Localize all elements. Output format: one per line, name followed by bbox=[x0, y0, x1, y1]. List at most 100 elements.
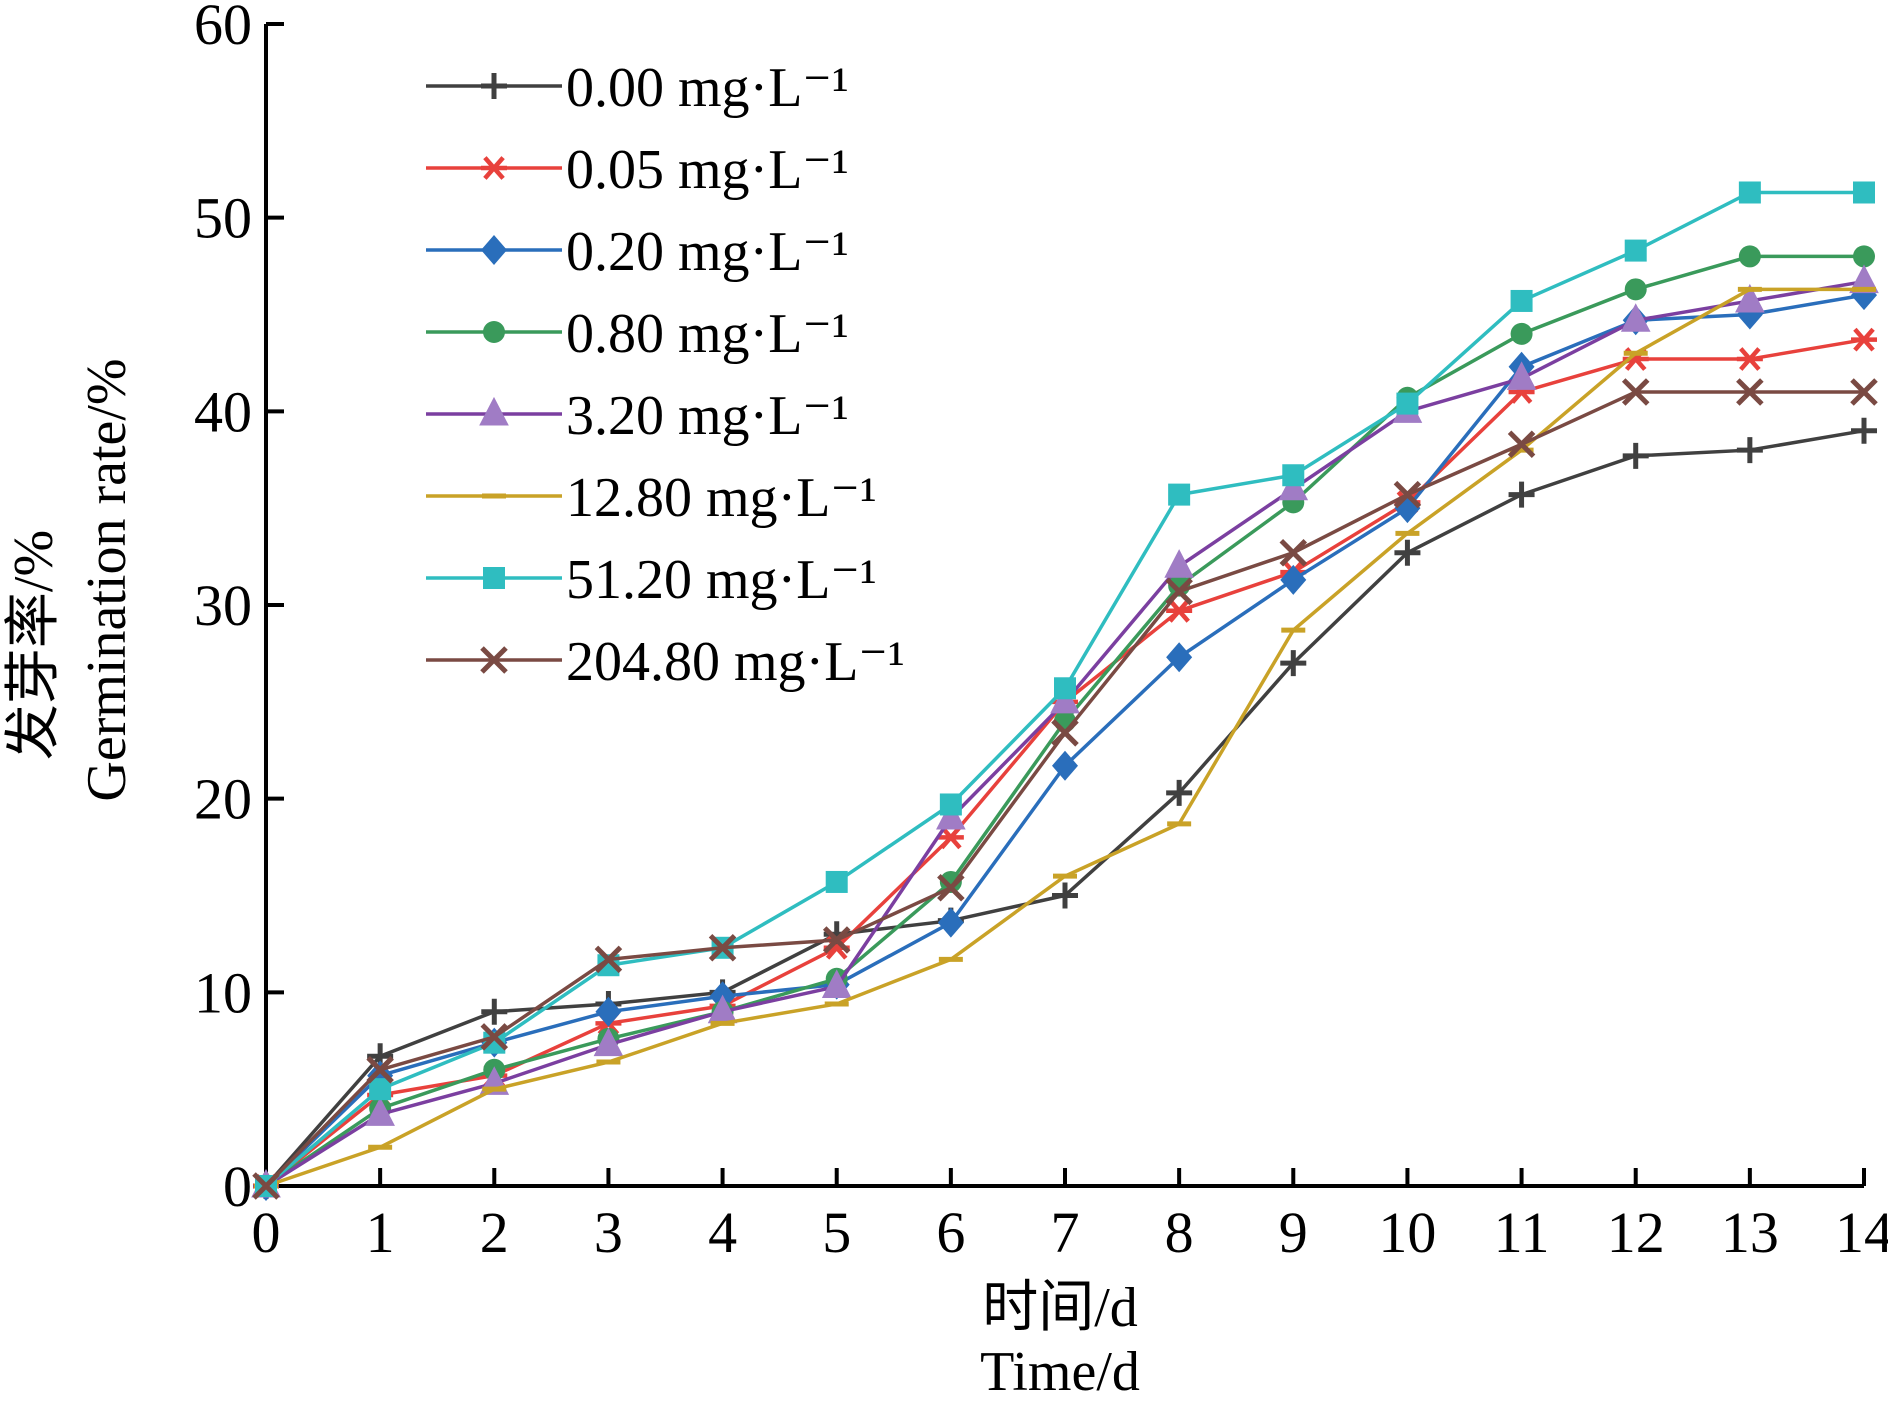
data-point bbox=[1279, 538, 1308, 567]
series-5 bbox=[254, 286, 1876, 1189]
y-axis-title-cn: 发芽率/% bbox=[3, 530, 65, 760]
data-point bbox=[1624, 239, 1647, 262]
legend-label: 0.00 mg·L⁻¹ bbox=[566, 57, 849, 119]
x-axis-ticks: 0 1 2 3 4 5 6 7 8 9 10 11 12 13 14 bbox=[252, 1168, 1888, 1265]
data-point bbox=[1620, 303, 1651, 332]
data-point bbox=[1054, 677, 1076, 700]
data-point bbox=[369, 1078, 392, 1101]
data-point bbox=[594, 945, 623, 974]
data-point bbox=[1050, 684, 1080, 714]
y-tick-label: 10 bbox=[194, 960, 252, 1025]
y-tick-label: 30 bbox=[194, 573, 252, 638]
data-point bbox=[936, 800, 966, 830]
data-point bbox=[937, 907, 964, 938]
data-point bbox=[481, 998, 508, 1025]
legend-label: 0.80 mg·L⁻¹ bbox=[566, 303, 849, 365]
data-point bbox=[1510, 289, 1533, 312]
data-point bbox=[1280, 564, 1307, 595]
legend-marker bbox=[481, 73, 507, 99]
data-point bbox=[1735, 283, 1765, 313]
data-point bbox=[593, 1027, 624, 1057]
series-6 bbox=[255, 181, 1875, 1197]
x-tick-label: 1 bbox=[366, 1200, 395, 1265]
data-point bbox=[1052, 882, 1078, 909]
data-point bbox=[1166, 642, 1193, 673]
data-point bbox=[1164, 549, 1194, 578]
data-point bbox=[1849, 264, 1879, 294]
data-point bbox=[1278, 471, 1309, 501]
series-line bbox=[264, 293, 1865, 1188]
data-point bbox=[822, 926, 851, 954]
data-point bbox=[1508, 481, 1535, 508]
legend-item: 0.00 mg·L⁻¹ bbox=[426, 57, 849, 119]
data-point bbox=[1736, 437, 1763, 464]
data-point bbox=[1282, 464, 1305, 487]
series-layer bbox=[251, 181, 1879, 1201]
y-tick-label: 0 bbox=[223, 1154, 252, 1219]
legend-label: 204.80 mg·L⁻¹ bbox=[566, 631, 905, 693]
legend-label: 3.20 mg·L⁻¹ bbox=[566, 385, 849, 447]
legend-item: 51.20 mg·L⁻¹ bbox=[426, 549, 877, 611]
data-point bbox=[825, 870, 848, 893]
data-point bbox=[365, 1097, 395, 1126]
data-point bbox=[480, 1023, 509, 1051]
legend-item: 3.20 mg·L⁻¹ bbox=[426, 385, 849, 447]
data-point bbox=[1168, 483, 1191, 506]
data-point bbox=[1624, 278, 1647, 301]
data-point bbox=[1738, 181, 1761, 204]
x-tick-label: 3 bbox=[594, 1200, 623, 1265]
data-point bbox=[1280, 650, 1307, 677]
x-axis-title-cn: 时间/d bbox=[982, 1277, 1138, 1339]
series-7 bbox=[252, 378, 1878, 1200]
data-point bbox=[1622, 442, 1649, 469]
legend-marker bbox=[483, 321, 505, 343]
y-tick-label: 60 bbox=[194, 0, 252, 57]
legend-marker bbox=[483, 567, 505, 589]
data-point bbox=[1052, 750, 1078, 781]
data-point bbox=[1393, 480, 1422, 509]
series-line bbox=[264, 428, 1865, 1188]
legend-marker bbox=[481, 156, 507, 180]
x-tick-label: 11 bbox=[1494, 1200, 1550, 1265]
data-point bbox=[595, 996, 622, 1027]
legend-marker bbox=[481, 235, 507, 265]
x-tick-label: 5 bbox=[822, 1200, 851, 1265]
y-tick-label: 40 bbox=[194, 379, 252, 444]
data-point bbox=[1736, 378, 1764, 406]
data-point bbox=[1165, 577, 1193, 606]
y-tick-label: 50 bbox=[194, 186, 252, 251]
y-tick-label: 20 bbox=[194, 767, 252, 832]
data-point bbox=[1166, 779, 1193, 806]
data-point bbox=[1166, 598, 1193, 623]
legend-label: 0.05 mg·L⁻¹ bbox=[566, 139, 849, 201]
x-tick-label: 12 bbox=[1607, 1200, 1665, 1265]
legend-item: 12.80 mg·L⁻¹ bbox=[426, 467, 877, 529]
data-point bbox=[1506, 361, 1537, 390]
data-point bbox=[821, 969, 852, 999]
data-point bbox=[1621, 378, 1650, 406]
legend-label: 51.20 mg·L⁻¹ bbox=[566, 549, 877, 611]
legend: 0.00 mg·L⁻¹ 0.05 mg·L⁻¹ 0.20 mg·L⁻¹ 0.80 mg… bbox=[426, 57, 905, 693]
data-point bbox=[1394, 539, 1421, 566]
data-point bbox=[1853, 181, 1875, 204]
data-point bbox=[1510, 322, 1533, 345]
legend-item: 0.80 mg·L⁻¹ bbox=[426, 303, 849, 365]
data-point bbox=[708, 934, 737, 962]
legend-label: 0.20 mg·L⁻¹ bbox=[566, 221, 849, 283]
x-tick-label: 14 bbox=[1835, 1200, 1888, 1265]
x-tick-label: 10 bbox=[1378, 1200, 1436, 1265]
data-point bbox=[1850, 378, 1878, 406]
data-point bbox=[1507, 430, 1536, 459]
y-axis-ticks: 0 10 20 30 40 50 60 bbox=[194, 0, 284, 1219]
x-tick-label: 2 bbox=[480, 1200, 509, 1265]
legend-label: 12.80 mg·L⁻¹ bbox=[566, 467, 877, 529]
data-point bbox=[937, 873, 965, 902]
data-point bbox=[939, 793, 962, 816]
data-point bbox=[937, 825, 964, 850]
data-point bbox=[252, 1172, 280, 1200]
legend-marker bbox=[479, 396, 509, 426]
data-point bbox=[1851, 327, 1877, 352]
data-point bbox=[1851, 417, 1877, 444]
data-point bbox=[1853, 245, 1875, 268]
